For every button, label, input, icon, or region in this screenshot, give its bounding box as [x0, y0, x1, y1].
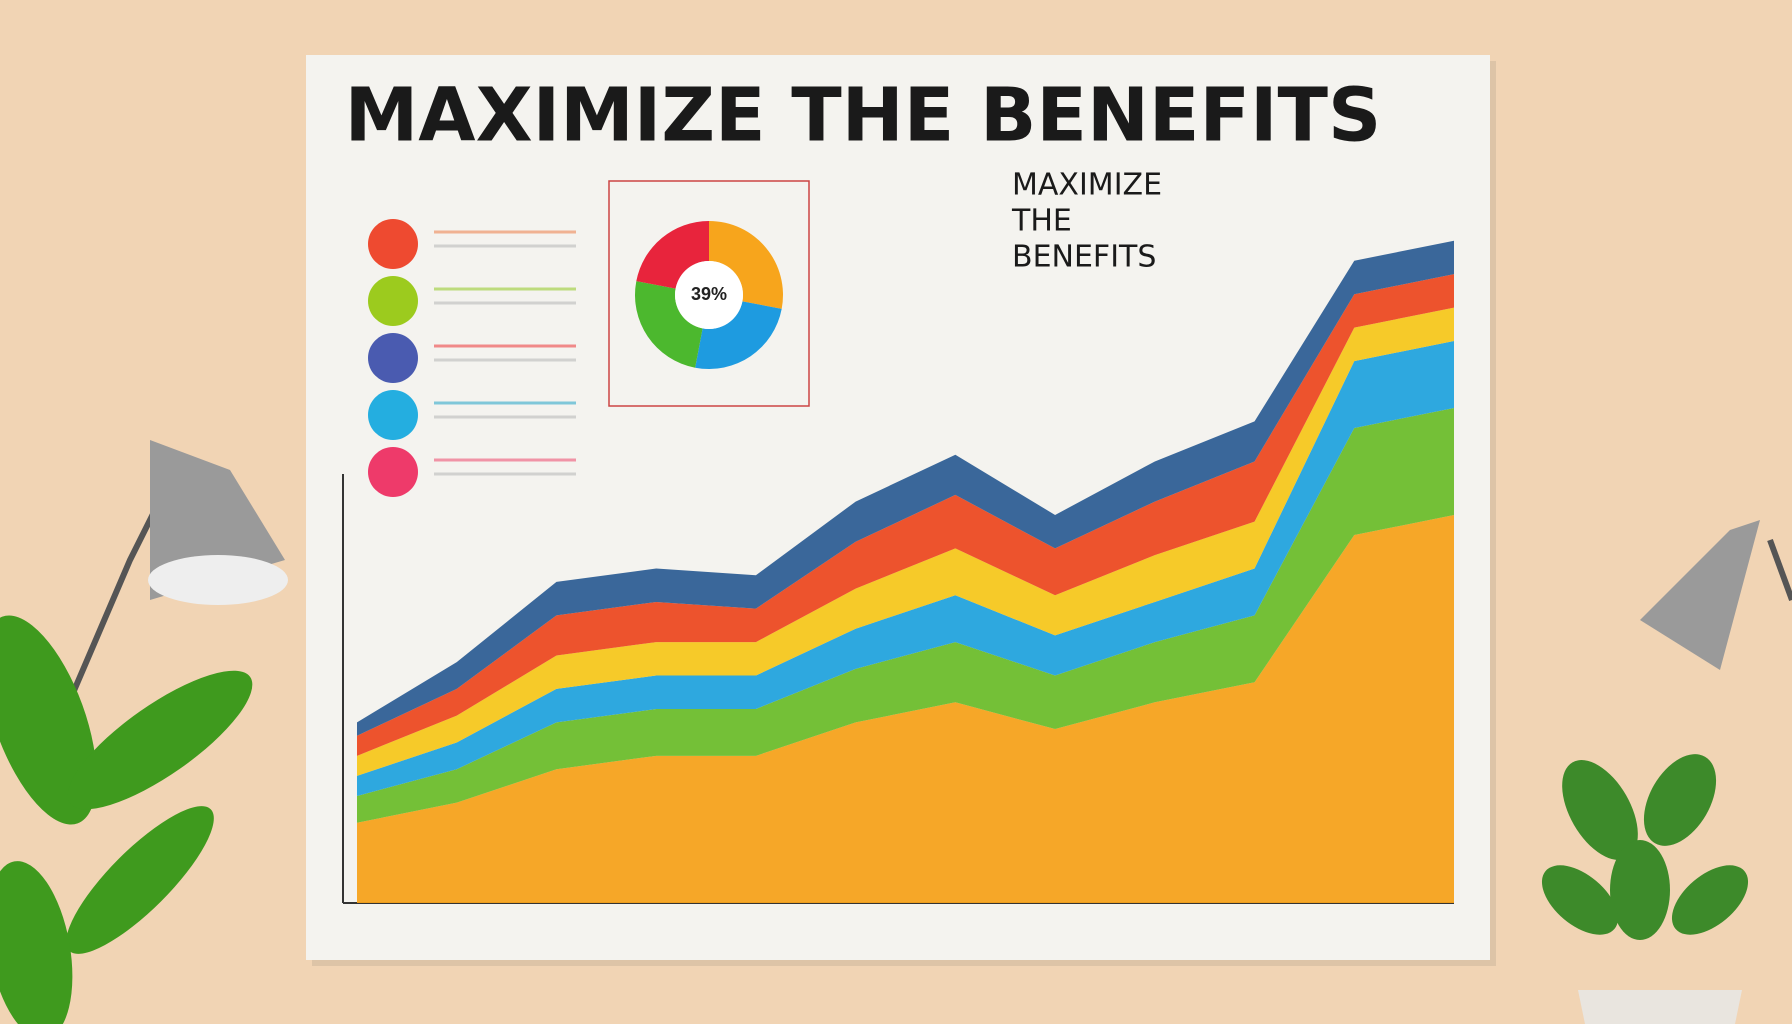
lamp-left — [67, 440, 288, 702]
annotation: MAXIMIZE — [1012, 168, 1162, 203]
area — [357, 407, 1454, 823]
plant-left — [0, 615, 253, 1024]
poster-title: MAXIMIZE THE BENEFITS — [345, 73, 1382, 159]
decor-legend — [368, 219, 576, 497]
annotation: THE — [1011, 204, 1072, 239]
pie-slice — [635, 281, 703, 368]
pie-center-label: 39% — [691, 284, 727, 304]
area — [357, 240, 1454, 736]
pie-slice — [709, 221, 783, 309]
annotation: BENEFITS — [1012, 240, 1156, 275]
plant-right — [1541, 754, 1749, 1024]
area — [357, 274, 1454, 756]
pie-slice — [636, 221, 709, 289]
lamp-right — [1640, 520, 1792, 670]
pie-hole — [675, 261, 743, 329]
pie-frame — [608, 180, 810, 407]
area — [357, 307, 1454, 776]
pie-slice — [695, 301, 782, 370]
area — [357, 341, 1454, 796]
area — [357, 514, 1454, 903]
